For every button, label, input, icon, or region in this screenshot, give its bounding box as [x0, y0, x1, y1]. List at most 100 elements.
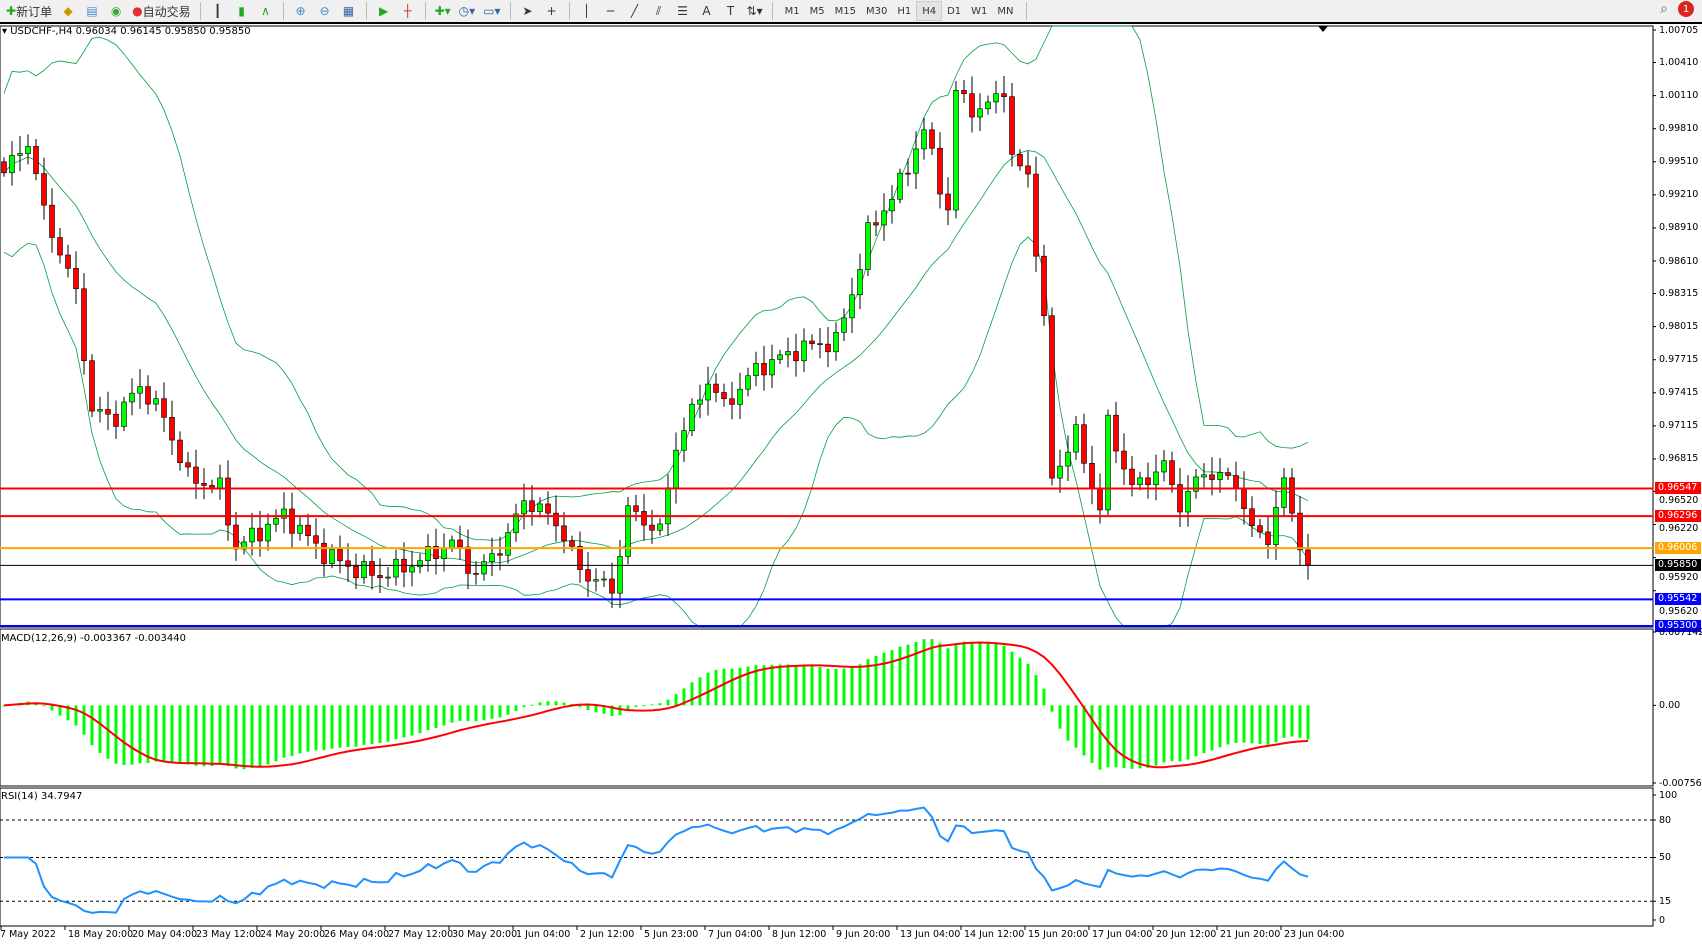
cursor-icon[interactable]: ➤: [522, 4, 533, 18]
candle: [465, 529, 471, 590]
candle: [1001, 76, 1007, 113]
arrows-icon[interactable]: ⇅▾: [746, 4, 763, 18]
candle: [313, 518, 319, 559]
trendline-icon[interactable]: ╱: [630, 4, 639, 18]
crosshair-icon[interactable]: +: [546, 4, 557, 18]
macd-bar: [666, 699, 670, 706]
time-label: 24 May 20:00: [260, 929, 326, 940]
time-label: 5 Jun 23:00: [644, 929, 699, 940]
price-level-tag: 0.96547: [1655, 482, 1701, 495]
macd-bar: [1274, 705, 1278, 743]
candle: [1137, 471, 1143, 491]
timeframe-m5[interactable]: M5: [809, 5, 825, 17]
chart-shift-marker[interactable]: [1318, 26, 1328, 32]
candle: [657, 518, 663, 536]
macd-bar: [482, 705, 486, 721]
bar-chart-icon[interactable]: ┃: [213, 4, 222, 18]
macd-bar: [178, 705, 182, 764]
candle: [265, 513, 271, 551]
pane-divider[interactable]: [0, 627, 1653, 629]
candle: [545, 491, 551, 525]
horizontal-line-icon[interactable]: ─: [606, 4, 615, 18]
fibonacci-icon[interactable]: ☰: [677, 4, 688, 18]
candle: [1049, 307, 1055, 486]
candle: [153, 390, 159, 412]
equidistant-channel-icon[interactable]: ⫽: [655, 3, 662, 18]
line-chart-icon[interactable]: ∧: [261, 4, 270, 18]
toolbar: ✚ 新订单 ◆ ▤ ◉ ● 自动交易 ┃ ▮ ∧ ⊕ ⊖ ▦ ▶ ┼ ✚▾ ◷▾ ▭…: [0, 0, 1702, 24]
time-label: 17 Jun 04:00: [1092, 929, 1153, 940]
macd-bar: [1290, 705, 1294, 737]
timeframe-d1[interactable]: D1: [947, 5, 962, 17]
rsi-tick-label: 50: [1659, 852, 1672, 863]
timeframe-mn[interactable]: MN: [997, 5, 1014, 17]
templates-icon[interactable]: ▭▾: [483, 4, 501, 18]
macd-bar: [754, 665, 758, 706]
price-tick-label: 0.99810: [1659, 123, 1699, 135]
macd-bar: [850, 666, 854, 706]
time-label: 23 Jun 04:00: [1284, 929, 1345, 940]
auto-trading-button[interactable]: ● 自动交易: [132, 4, 191, 19]
macd-bar: [66, 705, 70, 721]
macd-bar: [1178, 705, 1182, 762]
candle: [1081, 413, 1087, 474]
timeframe-w1[interactable]: W1: [971, 5, 988, 17]
candle: [913, 131, 919, 189]
macd-bar: [866, 659, 870, 706]
candle: [241, 536, 247, 555]
candle: [433, 528, 439, 575]
candle: [297, 517, 303, 541]
vertical-line-icon[interactable]: │: [582, 4, 591, 18]
chart-shift-icon[interactable]: ┼: [403, 4, 412, 18]
candle: [633, 494, 639, 522]
candle: [641, 494, 647, 541]
macd-bar: [578, 705, 582, 707]
data-window-icon[interactable]: ▤: [86, 4, 98, 18]
time-label: 27 May 12:00: [388, 929, 454, 940]
new-order-button[interactable]: ✚ 新订单: [6, 4, 53, 19]
timeframe-m15[interactable]: M15: [834, 5, 856, 17]
macd-bar: [362, 705, 366, 745]
indicators-icon[interactable]: ✚▾: [434, 4, 451, 18]
macd-bar: [746, 666, 750, 706]
periods-icon[interactable]: ◷▾: [458, 4, 476, 18]
macd-bar: [298, 705, 302, 754]
market-watch-icon[interactable]: ◆: [63, 4, 73, 18]
macd-header: MACD(12,26,9) -0.003367 -0.003440: [1, 633, 186, 644]
macd-bar: [58, 705, 62, 716]
text-label-icon[interactable]: T: [726, 4, 735, 18]
text-icon[interactable]: A: [702, 4, 711, 18]
macd-bar: [458, 705, 462, 721]
candle: [593, 568, 599, 592]
macd-bar: [650, 704, 654, 706]
macd-bar: [690, 682, 694, 706]
candle: [801, 328, 807, 373]
macd-bar: [1018, 657, 1022, 706]
macd-bar: [618, 705, 622, 715]
time-label: 20 May 04:00: [132, 929, 198, 940]
candle: [513, 503, 519, 542]
macd-bar: [442, 705, 446, 726]
candle: [1169, 451, 1175, 493]
macd-bar: [1282, 705, 1286, 738]
auto-scroll-icon[interactable]: ▶: [378, 4, 389, 18]
zoom-out-icon[interactable]: ⊖: [319, 4, 330, 18]
candle: [681, 417, 687, 463]
macd-bar: [466, 705, 470, 722]
candle: [793, 333, 799, 377]
zoom-in-icon[interactable]: ⊕: [295, 4, 306, 18]
signals-icon[interactable]: ◉: [110, 4, 122, 18]
search-icon[interactable]: ⌕: [1660, 1, 1668, 17]
macd-bar: [602, 705, 606, 714]
pane-divider[interactable]: [0, 786, 1653, 788]
timeframe-m30[interactable]: M30: [865, 5, 888, 17]
timeframe-h4[interactable]: H4: [916, 1, 943, 21]
timeframe-h1[interactable]: H1: [897, 5, 912, 17]
candlestick-icon[interactable]: ▮: [238, 4, 245, 18]
tile-windows-icon[interactable]: ▦: [342, 4, 355, 18]
notification-badge[interactable]: 1: [1678, 1, 1694, 17]
timeframe-m1[interactable]: M1: [784, 5, 800, 17]
candle: [745, 367, 751, 397]
rsi-tick-label: 100: [1659, 789, 1678, 801]
